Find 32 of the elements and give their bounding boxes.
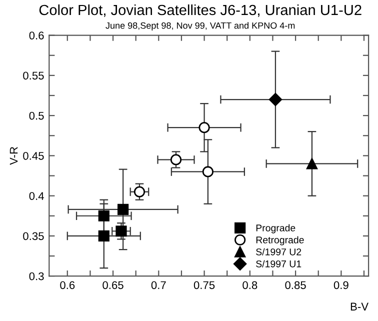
point [98, 210, 110, 222]
point [198, 122, 210, 134]
chart-title: Color Plot, Jovian Satellites J6-13, Uranian U1-U2 [39, 4, 362, 17]
y-tick-label: 0.5 [29, 112, 44, 120]
y-tick-label: 0.6 [29, 32, 44, 40]
x-tick-label: 0.8 [242, 281, 258, 290]
y-tick-label: 0.35 [23, 232, 44, 240]
legend-label: S/1997 U2 [256, 248, 302, 256]
x-tick-label: 0.9 [334, 281, 348, 290]
legend-label: Retrograde [256, 236, 304, 246]
y-tick-label: 0.55 [23, 72, 44, 80]
point [268, 92, 282, 106]
legend-label: S/1997 U1 [256, 260, 302, 268]
x-tick-label: 0.7 [151, 281, 166, 290]
y-tick-label: 0.45 [23, 152, 44, 160]
x-tick-label: 0.65 [102, 281, 124, 290]
point [202, 166, 214, 178]
x-tick-label: 0.75 [194, 281, 215, 290]
chart-subtitle: June 98,Sept 98, Nov 99, VATT and KPNO 4-m [106, 22, 295, 31]
point [118, 204, 129, 216]
point [306, 158, 318, 170]
point [134, 186, 146, 198]
point [116, 226, 127, 237]
y-tick-label: 0.4 [29, 192, 44, 200]
y-tick-label: 0.3 [29, 272, 44, 280]
y-axis-title: V-R [10, 146, 18, 165]
x-axis-title: B-V [350, 302, 368, 310]
point [98, 230, 110, 242]
legend-label: Prograde [256, 224, 296, 234]
x-tick-label: 0.85 [285, 281, 306, 290]
x-tick-label: 0.6 [60, 281, 75, 290]
point [170, 154, 182, 166]
